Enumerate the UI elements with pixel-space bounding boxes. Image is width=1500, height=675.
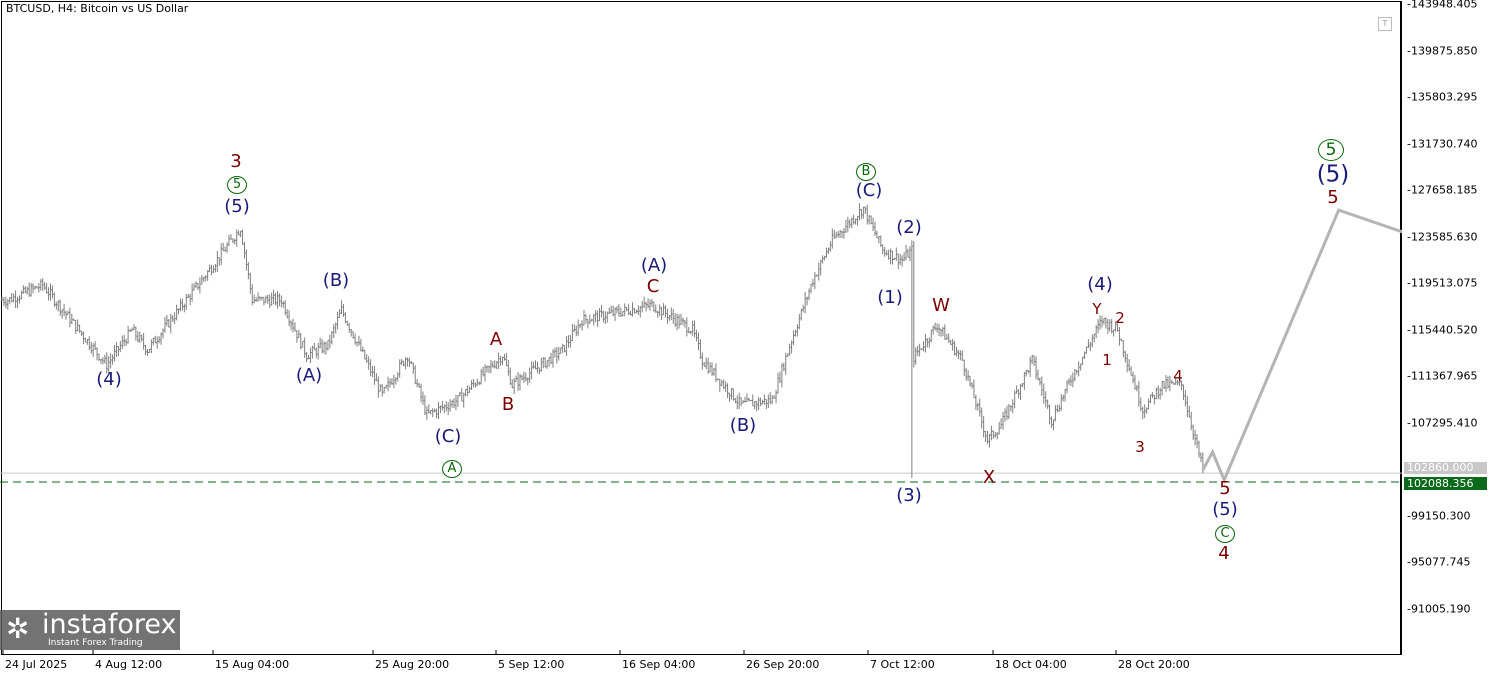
wave-label: 3: [230, 151, 242, 172]
y-tick-label: -115440.520: [1407, 323, 1478, 336]
x-tick-label: 5 Sep 12:00: [498, 658, 565, 671]
x-tick-label: 25 Aug 20:00: [375, 658, 450, 671]
wave-label: 1: [1102, 351, 1112, 369]
y-tick-label: -107295.410: [1407, 416, 1478, 429]
wave-label: 2: [1115, 309, 1125, 327]
y-tick-label: -143948.405: [1407, 0, 1478, 11]
wave-label-circled: C: [1215, 523, 1235, 543]
x-tick-label: 28 Oct 20:00: [1118, 658, 1190, 671]
wave-label: (A): [640, 255, 668, 276]
y-tick-label: -119513.075: [1407, 276, 1478, 290]
wave-label: W: [932, 295, 950, 316]
wave-label: (5): [224, 196, 250, 217]
x-tick-label: 18 Oct 04:00: [995, 658, 1067, 671]
y-tick-label: -139875.850: [1407, 44, 1478, 57]
wave-label-circled: 5: [227, 174, 247, 194]
x-tick-label: 15 Aug 04:00: [215, 658, 290, 671]
wave-label: Y: [1092, 300, 1102, 318]
wave-label: B: [501, 394, 515, 415]
wave-label: 5: [1327, 187, 1339, 208]
x-tick-label: 7 Oct 12:00: [870, 658, 935, 671]
wave-label: 5: [1219, 478, 1231, 499]
y-tick-label: -131730.740: [1407, 137, 1478, 150]
y-tick-label: -135803.295: [1407, 90, 1478, 104]
wave-label: (1): [877, 287, 903, 308]
wave-label: 4: [1218, 543, 1230, 564]
wave-label: (A): [295, 365, 323, 386]
wave-label: C: [646, 276, 660, 297]
forecast-path: [1201, 208, 1402, 484]
x-tick-label: 26 Sep 20:00: [746, 658, 820, 671]
wave-label-circled: B: [856, 161, 876, 181]
wave-label: (B): [729, 415, 757, 436]
price-plot: [0, 203, 1402, 655]
y-tick-label: -111367.965: [1407, 369, 1478, 383]
wave-label: (3): [896, 485, 922, 506]
wave-label: 4: [1173, 367, 1183, 385]
wave-label: 3: [1135, 438, 1145, 456]
wave-label: X: [982, 467, 996, 488]
wave-label: (4): [1087, 274, 1113, 295]
wave-label: (4): [96, 369, 122, 390]
wave-label: (5): [1316, 161, 1350, 188]
y-tick-label: -99150.300: [1407, 509, 1471, 522]
wave-label: (5): [1212, 499, 1238, 520]
chart-frame: [1, 1, 1402, 655]
y-tick-label: -91005.190: [1407, 602, 1471, 615]
wave-label-circled: 5: [1318, 139, 1344, 161]
chart-title: BTCUSD, H4: Bitcoin vs US Dollar: [6, 2, 189, 15]
current-price-label: 102860.000: [1404, 462, 1487, 474]
wave-label: A: [489, 329, 503, 350]
wave-label-circled: A: [442, 458, 462, 478]
template-icon[interactable]: T: [1378, 17, 1392, 31]
y-tick-label: -95077.745: [1407, 555, 1471, 569]
wave-label: (C): [434, 426, 462, 447]
instaforex-logo: ✲ instaforex Instant Forex Trading: [0, 610, 180, 650]
y-tick-label: -123585.630: [1407, 230, 1478, 243]
level-price-label: 102088.356: [1404, 477, 1487, 490]
x-tick-label: 16 Sep 04:00: [622, 658, 696, 671]
wave-label: (C): [855, 180, 883, 201]
wave-label: (2): [896, 217, 922, 238]
x-tick-label: 24 Jul 2025: [5, 658, 68, 671]
y-tick-label: -127658.185: [1407, 183, 1478, 197]
wave-label: (B): [322, 270, 350, 291]
x-tick-label: 4 Aug 12:00: [95, 658, 163, 671]
logo-gear-icon: ✲: [6, 612, 30, 645]
